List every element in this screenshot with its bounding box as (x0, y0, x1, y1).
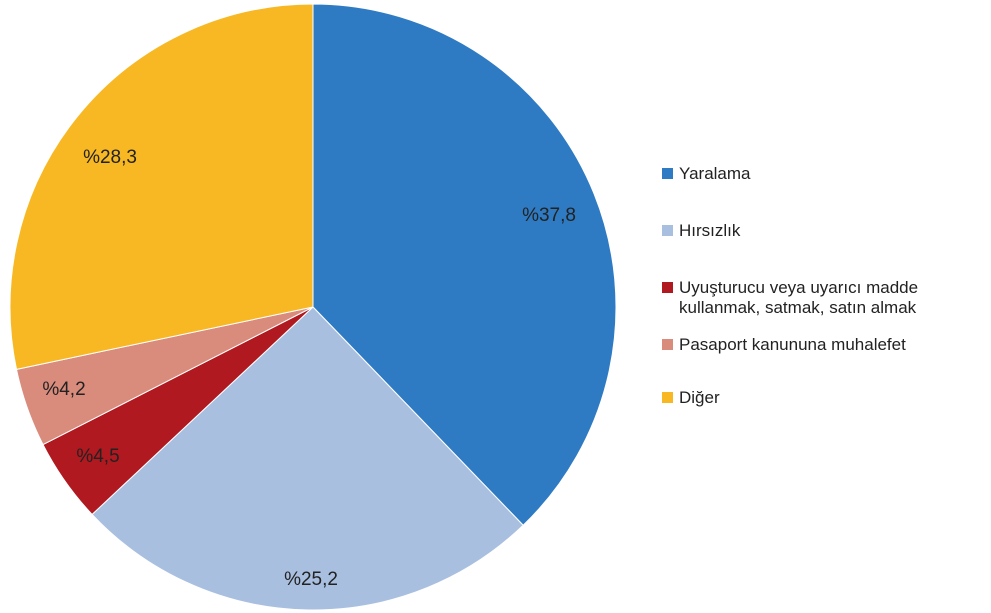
pie-slice-hirsizlik (91, 306, 524, 611)
legend-item-uyusturucu-veya-uyarici-madde-kullanmak-: Uyuşturucu veya uyarıcı maddekullanmak, … (662, 278, 918, 317)
data-label-yaralama: %37,8 (522, 205, 576, 226)
legend-swatch (662, 392, 673, 403)
pie-slice-diger (9, 3, 314, 370)
legend-label: Hırsızlık (679, 221, 741, 240)
legend-swatch (662, 282, 673, 293)
pie-slice-labels: %37,8 %25,2 %4,5 %4,2 %28,3 (42, 147, 576, 590)
legend-label: kullanmak, satmak, satın almak (679, 298, 917, 317)
data-label-diger: %28,3 (83, 147, 137, 168)
legend-label: Diğer (679, 388, 720, 407)
legend-swatch (662, 168, 673, 179)
legend-label: Uyuşturucu veya uyarıcı madde (679, 278, 918, 297)
data-label-hirsizlik: %25,2 (284, 569, 338, 590)
data-label-uyusturucu-veya-uyarici-madde-kullanmak-: %4,5 (76, 446, 119, 467)
legend-swatch (662, 339, 673, 350)
legend-item-yaralama: Yaralama (662, 164, 751, 183)
legend-item-pasaport-kanununa-muhalefet: Pasaport kanununa muhalefet (662, 335, 906, 354)
pie-slices (9, 3, 617, 611)
legend-label: Yaralama (679, 164, 751, 183)
legend-swatch (662, 225, 673, 236)
legend-item-hirsizlik: Hırsızlık (662, 221, 741, 240)
data-label-pasaport-kanununa-muhalefet: %4,2 (42, 379, 85, 400)
chart-legend: Yaralama Hırsızlık Uyuşturucu veya uyarıcı… (662, 164, 918, 407)
legend-item-diger: Diğer (662, 388, 720, 407)
pie-slice-yaralama (312, 3, 617, 526)
legend-label: Pasaport kanununa muhalefet (679, 335, 906, 354)
